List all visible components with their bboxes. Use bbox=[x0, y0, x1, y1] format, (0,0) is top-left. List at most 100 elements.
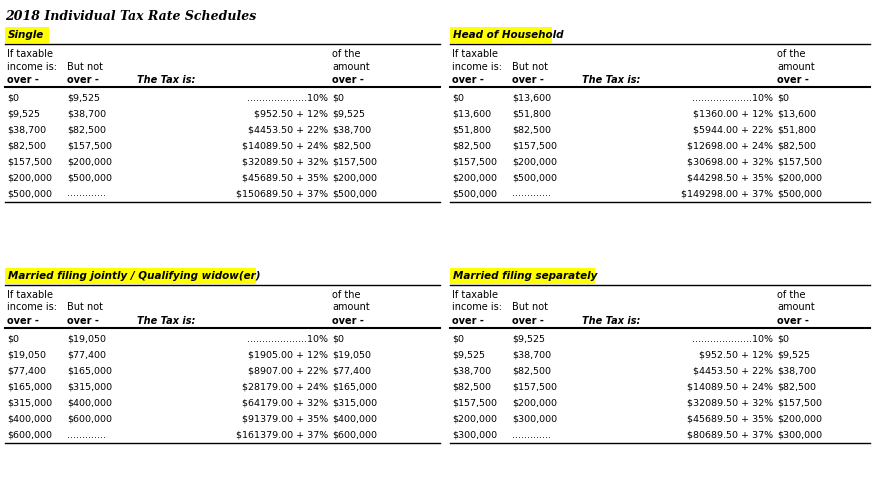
Text: $9,525: $9,525 bbox=[7, 109, 40, 118]
Text: $51,800: $51,800 bbox=[452, 126, 491, 135]
Text: $38,700: $38,700 bbox=[67, 109, 106, 118]
Text: of the: of the bbox=[777, 289, 806, 299]
Text: $157,500: $157,500 bbox=[512, 383, 557, 392]
Text: $952.50 + 12%: $952.50 + 12% bbox=[699, 350, 773, 359]
Text: $8907.00 + 22%: $8907.00 + 22% bbox=[248, 366, 328, 376]
Text: $157,500: $157,500 bbox=[777, 399, 822, 408]
Text: Married filing jointly / Qualifying widow(er): Married filing jointly / Qualifying wido… bbox=[8, 271, 261, 281]
Text: $45689.50 + 35%: $45689.50 + 35% bbox=[687, 415, 773, 424]
Text: $315,000: $315,000 bbox=[332, 399, 377, 408]
Text: $157,500: $157,500 bbox=[512, 142, 557, 151]
Text: $400,000: $400,000 bbox=[7, 415, 52, 424]
Text: over -: over - bbox=[452, 74, 484, 84]
Text: The Tax is:: The Tax is: bbox=[582, 315, 640, 325]
Text: $38,700: $38,700 bbox=[332, 126, 371, 135]
Text: $38,700: $38,700 bbox=[452, 366, 491, 376]
Text: ....................10%: ....................10% bbox=[692, 334, 773, 343]
Text: over -: over - bbox=[67, 315, 99, 325]
Text: $13,600: $13,600 bbox=[777, 109, 816, 118]
Text: $0: $0 bbox=[7, 334, 19, 343]
Text: over -: over - bbox=[7, 315, 38, 325]
Text: $51,800: $51,800 bbox=[512, 109, 551, 118]
Text: income is:: income is: bbox=[7, 61, 57, 71]
Text: $161379.00 + 37%: $161379.00 + 37% bbox=[235, 431, 328, 440]
Text: $4453.50 + 22%: $4453.50 + 22% bbox=[248, 126, 328, 135]
Text: over -: over - bbox=[332, 315, 364, 325]
Text: .............: ............. bbox=[67, 431, 106, 440]
Text: $32089.50 + 32%: $32089.50 + 32% bbox=[687, 399, 773, 408]
Text: $80689.50 + 37%: $80689.50 + 37% bbox=[687, 431, 773, 440]
Text: $157,500: $157,500 bbox=[452, 158, 497, 167]
Text: $500,000: $500,000 bbox=[7, 190, 52, 199]
Text: $14089.50 + 24%: $14089.50 + 24% bbox=[242, 142, 328, 151]
Text: $9,525: $9,525 bbox=[67, 93, 100, 102]
Text: $1360.00 + 12%: $1360.00 + 12% bbox=[693, 109, 773, 118]
Text: ....................10%: ....................10% bbox=[247, 334, 328, 343]
Text: $200,000: $200,000 bbox=[512, 158, 557, 167]
Text: $500,000: $500,000 bbox=[67, 174, 112, 183]
Text: $0: $0 bbox=[452, 334, 464, 343]
Text: over -: over - bbox=[332, 74, 364, 84]
Text: $315,000: $315,000 bbox=[7, 399, 52, 408]
Text: $500,000: $500,000 bbox=[332, 190, 377, 199]
Text: $200,000: $200,000 bbox=[452, 415, 497, 424]
Text: $200,000: $200,000 bbox=[67, 158, 112, 167]
Text: If taxable: If taxable bbox=[7, 289, 53, 299]
Text: $77,400: $77,400 bbox=[332, 366, 371, 376]
Text: $91379.00 + 35%: $91379.00 + 35% bbox=[242, 415, 328, 424]
Text: over -: over - bbox=[777, 315, 808, 325]
Text: $5944.00 + 22%: $5944.00 + 22% bbox=[693, 126, 773, 135]
Text: $82,500: $82,500 bbox=[67, 126, 106, 135]
Text: $9,525: $9,525 bbox=[512, 334, 545, 343]
Text: If taxable: If taxable bbox=[452, 289, 498, 299]
Text: $14089.50 + 24%: $14089.50 + 24% bbox=[687, 383, 773, 392]
Text: $200,000: $200,000 bbox=[7, 174, 52, 183]
Text: $400,000: $400,000 bbox=[332, 415, 377, 424]
Text: 2018 Individual Tax Rate Schedules: 2018 Individual Tax Rate Schedules bbox=[5, 10, 256, 23]
Text: .............: ............. bbox=[512, 431, 551, 440]
Text: of the: of the bbox=[777, 48, 806, 58]
Text: But not: But not bbox=[512, 302, 548, 312]
Text: If taxable: If taxable bbox=[7, 48, 53, 58]
Text: $300,000: $300,000 bbox=[512, 415, 557, 424]
Text: $0: $0 bbox=[777, 334, 789, 343]
Text: $28179.00 + 24%: $28179.00 + 24% bbox=[242, 383, 328, 392]
Text: $165,000: $165,000 bbox=[332, 383, 377, 392]
Text: income is:: income is: bbox=[452, 61, 502, 71]
Text: $200,000: $200,000 bbox=[332, 174, 377, 183]
Bar bbox=[450, 268, 594, 284]
Text: $0: $0 bbox=[777, 93, 789, 102]
Text: $51,800: $51,800 bbox=[777, 126, 816, 135]
Text: of the: of the bbox=[332, 289, 360, 299]
Text: The Tax is:: The Tax is: bbox=[137, 315, 195, 325]
Text: Head of Household: Head of Household bbox=[453, 30, 564, 40]
Text: $0: $0 bbox=[452, 93, 464, 102]
Text: amount: amount bbox=[332, 302, 370, 312]
Text: $13,600: $13,600 bbox=[452, 109, 491, 118]
Text: amount: amount bbox=[777, 61, 815, 71]
Text: $12698.00 + 24%: $12698.00 + 24% bbox=[687, 142, 773, 151]
Text: over -: over - bbox=[67, 74, 99, 84]
Text: over -: over - bbox=[452, 315, 484, 325]
Text: $600,000: $600,000 bbox=[7, 431, 52, 440]
Text: $82,500: $82,500 bbox=[7, 142, 46, 151]
Text: ....................10%: ....................10% bbox=[692, 93, 773, 102]
Text: $77,400: $77,400 bbox=[67, 350, 106, 359]
Text: $9,525: $9,525 bbox=[452, 350, 485, 359]
Bar bbox=[5, 27, 49, 43]
Bar bbox=[5, 268, 255, 284]
Text: $38,700: $38,700 bbox=[7, 126, 46, 135]
Text: $38,700: $38,700 bbox=[777, 366, 816, 376]
Text: $200,000: $200,000 bbox=[452, 174, 497, 183]
Text: $315,000: $315,000 bbox=[67, 383, 112, 392]
Text: $600,000: $600,000 bbox=[332, 431, 377, 440]
Bar bbox=[450, 27, 552, 43]
Text: amount: amount bbox=[332, 61, 370, 71]
Text: $200,000: $200,000 bbox=[512, 399, 557, 408]
Text: $82,500: $82,500 bbox=[452, 383, 491, 392]
Text: Single: Single bbox=[8, 30, 45, 40]
Text: $77,400: $77,400 bbox=[7, 366, 46, 376]
Text: $200,000: $200,000 bbox=[777, 174, 822, 183]
Text: $157,500: $157,500 bbox=[777, 158, 822, 167]
Text: $82,500: $82,500 bbox=[512, 366, 551, 376]
